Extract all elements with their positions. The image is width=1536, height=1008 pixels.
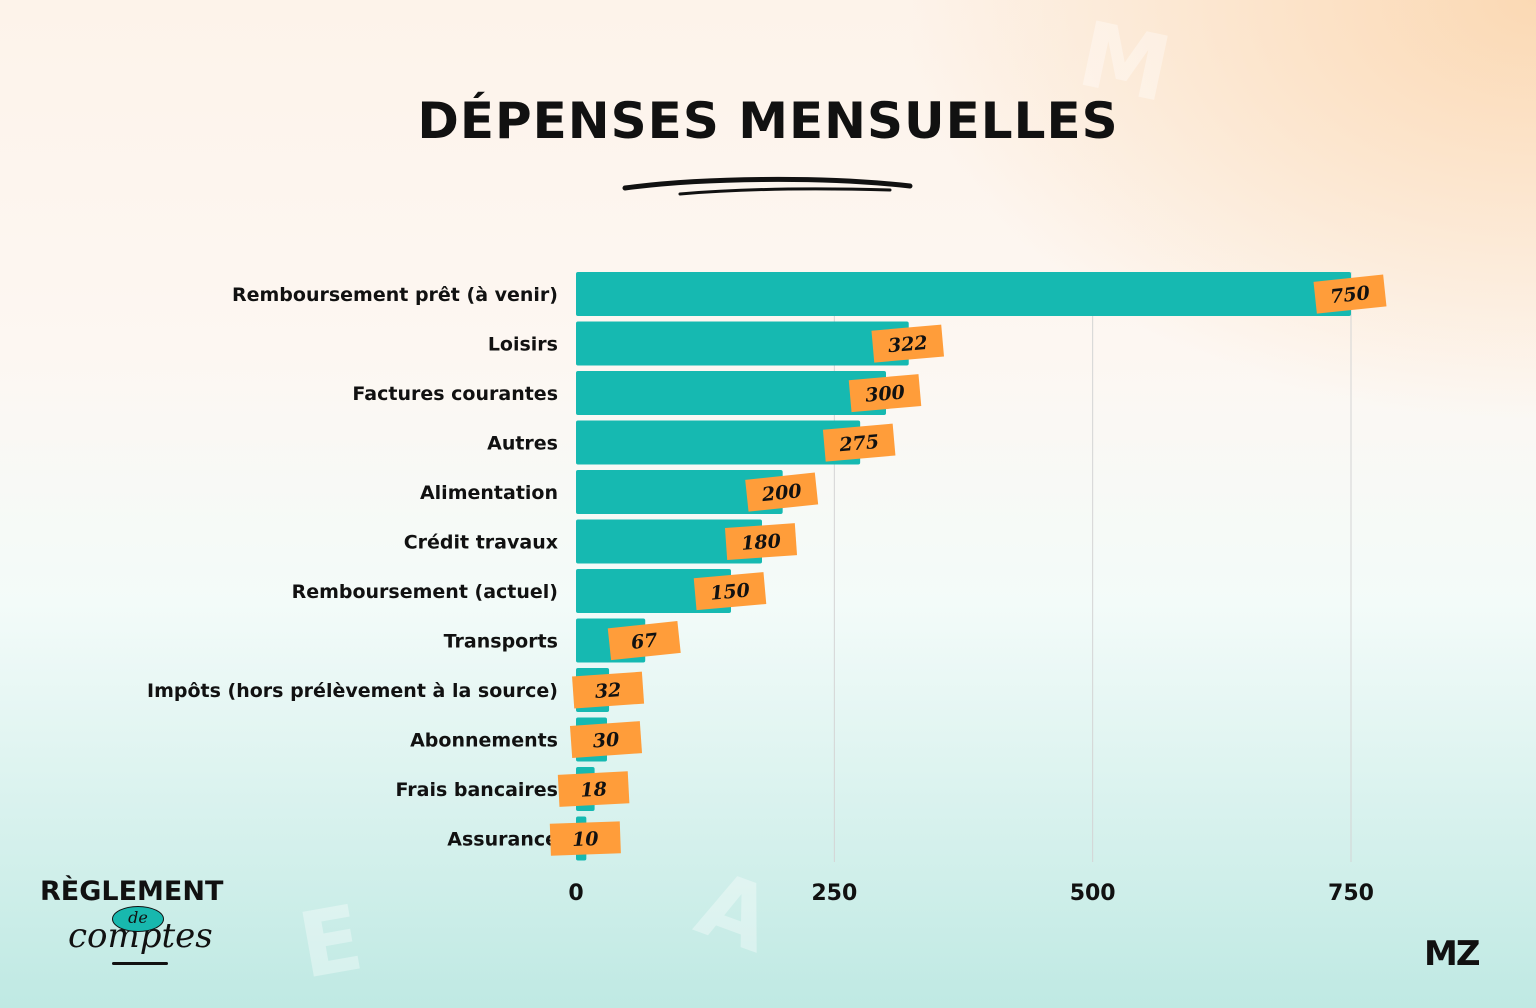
- mz-logo: MZ: [1424, 934, 1480, 974]
- x-tick-label: 250: [811, 881, 857, 906]
- value-label-text: 322: [887, 332, 928, 357]
- value-label-text: 30: [592, 729, 620, 753]
- category-label: Factures courantes: [352, 383, 558, 405]
- bar: [576, 371, 886, 415]
- category-label: Remboursement prêt (à venir): [232, 284, 558, 306]
- value-label-text: 18: [580, 778, 608, 801]
- category-label: Frais bancaires: [395, 779, 558, 801]
- x-tick-label: 0: [568, 881, 583, 906]
- category-label: Autres: [487, 433, 558, 455]
- value-label-text: 150: [709, 579, 750, 604]
- logo-underline: [112, 962, 168, 965]
- value-label: 150: [693, 572, 767, 611]
- bar: [576, 519, 762, 564]
- value-label-bg: [607, 621, 681, 661]
- category-label: Transports: [444, 631, 558, 653]
- category-label: Alimentation: [420, 482, 558, 504]
- value-label-bg: [693, 572, 767, 611]
- value-label: 67: [607, 621, 681, 661]
- value-label-text: 10: [572, 828, 599, 851]
- value-label-text: 750: [1329, 282, 1371, 308]
- value-label-bg: [871, 324, 944, 363]
- value-label-text: 180: [741, 530, 782, 555]
- value-label-bg: [745, 472, 819, 512]
- value-label-text: 67: [630, 629, 659, 654]
- bar: [576, 470, 783, 514]
- title-underline: [622, 176, 913, 196]
- reglement-de-comptes-logo: RÈGLEMENT comptes de: [40, 876, 240, 976]
- value-label: 10: [549, 821, 621, 856]
- value-label: 300: [848, 374, 922, 413]
- value-label-bg: [1313, 274, 1387, 314]
- value-label: 30: [569, 721, 643, 758]
- value-label-bg: [822, 423, 896, 462]
- category-label: Remboursement (actuel): [292, 581, 558, 603]
- value-label: 275: [822, 423, 896, 462]
- logo-line-2: de: [112, 906, 164, 932]
- value-label: 18: [557, 771, 630, 807]
- value-label: 32: [572, 671, 645, 709]
- x-tick-label: 500: [1070, 881, 1116, 906]
- page-title: DÉPENSES MENSUELLES: [417, 92, 1119, 150]
- value-label-text: 32: [594, 679, 622, 703]
- value-label-bg: [572, 671, 645, 709]
- value-label: 750: [1313, 274, 1387, 314]
- value-label-text: 275: [838, 431, 880, 456]
- bar: [576, 272, 1351, 316]
- bar: [576, 321, 909, 366]
- value-label-bg: [569, 721, 643, 758]
- value-label: 200: [745, 472, 819, 512]
- category-label: Loisirs: [488, 334, 558, 356]
- bar: [576, 420, 861, 465]
- value-label-bg: [549, 821, 621, 856]
- value-label: 322: [871, 324, 944, 363]
- value-label-bg: [848, 374, 922, 413]
- category-label: Abonnements: [410, 730, 558, 752]
- value-label: 180: [724, 523, 798, 560]
- value-label-bg: [724, 523, 798, 560]
- logo-line-1: RÈGLEMENT: [40, 876, 224, 907]
- category-label: Crédit travaux: [404, 532, 558, 554]
- bar: [576, 569, 731, 613]
- value-label-text: 300: [864, 381, 905, 406]
- value-label-bg: [557, 771, 630, 807]
- x-tick-label: 750: [1328, 881, 1374, 906]
- category-label: Assurance: [447, 829, 558, 851]
- category-label: Impôts (hors prélèvement à la source): [147, 680, 558, 702]
- value-label-text: 200: [760, 480, 803, 506]
